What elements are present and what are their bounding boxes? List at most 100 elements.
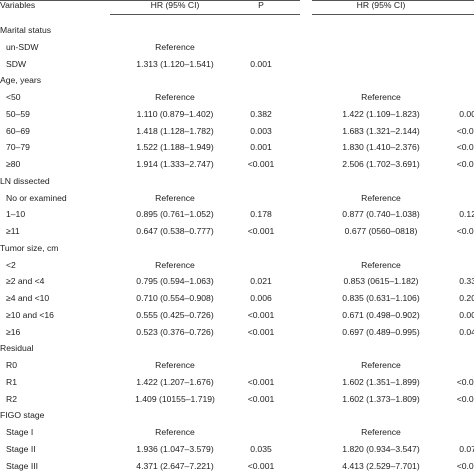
p-value: <0.001: [456, 159, 474, 169]
p-value: <0.001: [247, 226, 275, 236]
hazard-ratio: 4.371 (2.647–7.221): [136, 460, 214, 471]
hazard-ratio: 1.313 (1.120–1.541): [136, 58, 214, 69]
p-value: 0.006: [459, 108, 474, 119]
row-label: Stage I: [6, 427, 34, 437]
row-label: No or examined: [6, 192, 67, 203]
hazard-ratio: 0.677 (0560–0818): [344, 226, 418, 236]
row-label: SDW: [6, 58, 27, 69]
hazard-ratio: 0.671 (0.498–0.902): [342, 309, 420, 320]
p-value: 0.021: [250, 276, 272, 287]
section-label: LN dissected: [0, 175, 50, 186]
hazard-ratio: 1.602 (1.373–1.809): [342, 393, 420, 404]
row-label: R2: [6, 393, 17, 404]
header-rule: [312, 14, 474, 15]
p-value: 0.382: [250, 108, 272, 119]
hazard-ratio: 2.506 (1.702–3.691): [342, 159, 420, 169]
p-value: 0.178: [250, 209, 272, 220]
hazard-ratio: 1.418 (1.128–1.782): [136, 125, 214, 136]
hazard-ratio: 0.647 (0.538–0.777): [136, 226, 214, 236]
hazard-ratio: 1.522 (1.188–1.949): [136, 142, 214, 153]
hazard-ratio: Reference: [155, 259, 195, 270]
hazard-ratio: 0.877 (0.740–1.038): [342, 209, 420, 220]
hazard-ratio: 0.895 (0.761–1.052): [136, 209, 214, 220]
row-label: R0: [6, 360, 17, 370]
column-header: HR (95% CI): [150, 0, 200, 10]
p-value: <0.001: [247, 309, 275, 320]
hazard-ratio: 0.795 (0.594–1.063): [136, 276, 214, 287]
p-value: 0.006: [250, 293, 272, 303]
p-value: <0.001: [456, 376, 474, 387]
row-label: 70–79: [6, 142, 30, 153]
row-label: ≥4 and <10: [6, 293, 50, 303]
hazard-ratio: 1.602 (1.351–1.899): [342, 376, 420, 387]
p-value: <0.001: [247, 393, 275, 404]
hazard-ratio: Reference: [361, 427, 401, 437]
row-label: ≥11: [6, 226, 20, 236]
row-label: <2: [6, 259, 16, 270]
p-value: <0.001: [456, 393, 474, 404]
hazard-ratio: 0.555 (0.425–0.726): [136, 309, 214, 320]
row-label: ≥16: [6, 326, 21, 337]
hazard-ratio: 1.830 (1.410–2.376): [342, 142, 420, 153]
row-label: <50: [6, 92, 21, 102]
p-value: 0.339: [459, 276, 474, 287]
section-label: Age, years: [0, 75, 42, 86]
hazard-ratio: Reference: [155, 41, 195, 52]
row-label: 1–10: [6, 209, 26, 220]
p-value: 0.008: [459, 309, 474, 320]
hazard-ratio: 1.820 (0.934–3.547): [342, 443, 420, 454]
row-label: R1: [6, 376, 17, 387]
hazard-ratio: 1.683 (1.321–2.144): [342, 125, 420, 136]
row-label: ≥80: [6, 159, 21, 169]
section-label: Marital status: [0, 25, 52, 35]
hazard-ratio: 0.697 (0.489–0.995): [342, 326, 420, 337]
column-header: P: [258, 0, 264, 10]
hazard-ratio: Reference: [361, 360, 401, 370]
column-header: HR (95% CI): [356, 0, 406, 10]
hazard-ratio: 4.413 (2.529–7.701): [342, 460, 420, 471]
p-value: 0.078: [459, 443, 474, 454]
hazard-ratio: Reference: [155, 92, 195, 102]
p-value: 0.209: [459, 293, 474, 303]
row-label: ≥10 and <16: [6, 309, 54, 320]
row-label: Stage II: [6, 443, 36, 454]
hazard-ratio: Reference: [155, 427, 195, 437]
p-value: 0.001: [250, 58, 272, 69]
p-value: <0.001: [456, 460, 474, 471]
hazard-ratio: 1.110 (0.879–1.402): [136, 108, 214, 119]
hazard-ratio: 0.710 (0.554–0.908): [136, 293, 214, 303]
hazard-ratio: 1.914 (1.333–2.747): [136, 159, 214, 169]
p-value: 0.035: [250, 443, 272, 454]
row-label: 50–59: [6, 108, 30, 119]
hazard-ratio: Reference: [361, 192, 401, 203]
hazard-ratio: Reference: [361, 259, 401, 270]
hazard-ratio: 0.835 (0.631–1.106): [342, 293, 420, 303]
section-label: Tumor size, cm: [0, 242, 59, 253]
hazard-ratio: 0.853 (0615–1.182): [343, 276, 419, 287]
row-label: 60–69: [6, 125, 30, 136]
p-value: <0.001: [247, 376, 275, 387]
hazard-ratio: 1.409 (10155–1.719): [135, 393, 215, 404]
p-value: <0.001: [456, 142, 474, 153]
top-rule: [312, 0, 474, 1]
column-header: Variables: [0, 0, 36, 10]
p-value: <0.001: [456, 125, 474, 136]
section-label: FIGO stage: [0, 410, 45, 421]
hazard-ratio: 1.936 (1.047–3.579): [136, 443, 214, 454]
hazard-ratio: Reference: [155, 192, 195, 203]
section-label: Residual: [0, 343, 34, 354]
hazard-ratio: Reference: [361, 92, 401, 102]
hazard-ratio: Reference: [155, 360, 195, 370]
hazard-ratio: 0.523 (0.376–0.726): [136, 326, 214, 337]
p-value: 0.047: [459, 326, 474, 337]
p-value: 0.001: [250, 142, 272, 153]
row-label: un-SDW: [6, 41, 39, 52]
p-value: <0.001: [456, 226, 474, 236]
hazard-ratio: 1.422 (1.109–1.823): [342, 108, 420, 119]
hazard-ratio: 1.422 (1.207–1.676): [136, 376, 214, 387]
p-value: <0.001: [247, 460, 275, 471]
row-label: ≥2 and <4: [6, 276, 45, 287]
top-rule: [0, 0, 300, 1]
row-label: Stage III: [6, 460, 39, 471]
header-rule: [110, 14, 300, 15]
